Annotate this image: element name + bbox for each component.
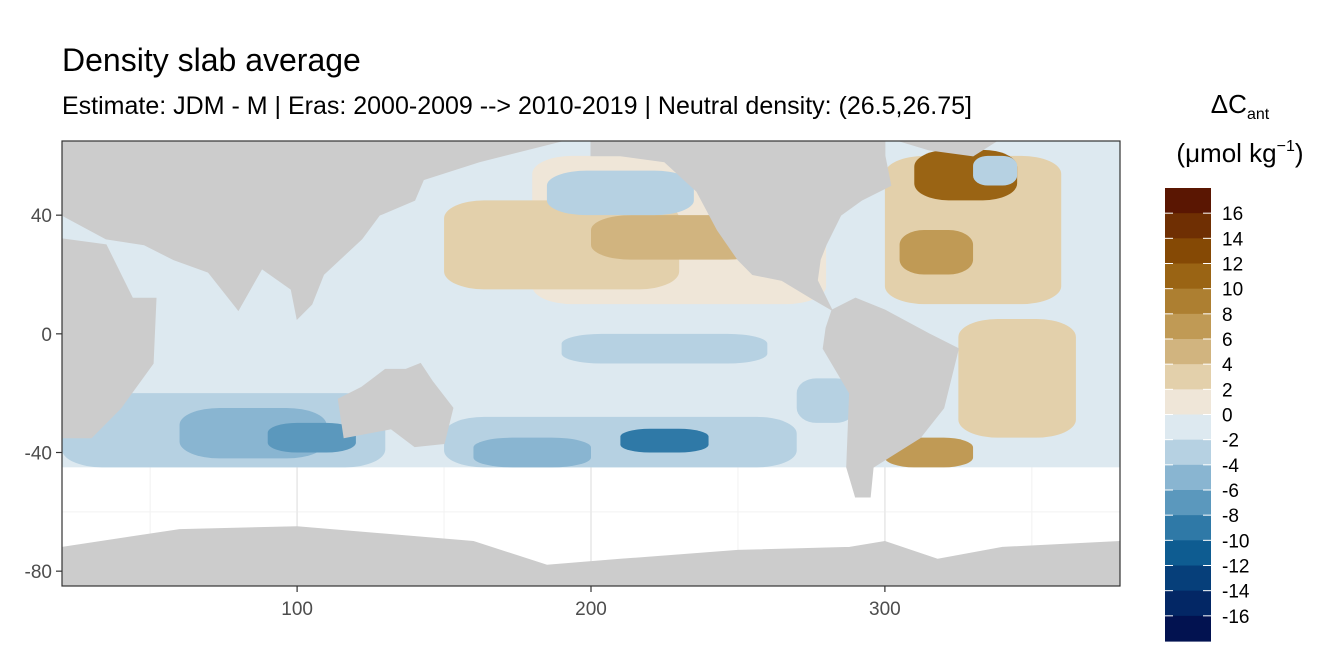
chart-title: Density slab average bbox=[62, 42, 361, 78]
legend-label: -4 bbox=[1222, 456, 1239, 477]
legend-swatch bbox=[1165, 288, 1211, 315]
x-tick-label: 100 bbox=[281, 599, 313, 620]
legend-swatch bbox=[1165, 464, 1211, 491]
chart-subtitle: Estimate: JDM - M | Eras: 2000-2009 --> … bbox=[62, 92, 972, 120]
land-layer bbox=[62, 141, 1120, 586]
legend-label: -8 bbox=[1222, 506, 1239, 527]
legend-swatch bbox=[1165, 238, 1211, 265]
ocean-cell bbox=[958, 319, 1076, 438]
legend-label: -6 bbox=[1222, 481, 1239, 502]
legend-label: 6 bbox=[1222, 330, 1233, 351]
land-antarctica bbox=[62, 526, 1120, 586]
legend-label: -14 bbox=[1222, 582, 1250, 603]
x-tick-label: 300 bbox=[869, 599, 901, 620]
legend-swatch bbox=[1165, 439, 1211, 466]
legend-swatch bbox=[1165, 389, 1211, 416]
legend-label: -12 bbox=[1222, 557, 1249, 578]
legend-swatch bbox=[1165, 490, 1211, 516]
land-south-america bbox=[822, 297, 959, 498]
legend-title-line1: ΔCant bbox=[1211, 89, 1270, 123]
legend-swatch bbox=[1165, 565, 1211, 592]
ocean-cell bbox=[973, 155, 1018, 186]
legend-swatch bbox=[1165, 263, 1211, 290]
ocean-cell bbox=[561, 333, 768, 364]
legend-swatch bbox=[1165, 615, 1211, 642]
land-greenland bbox=[899, 141, 998, 157]
legend-label: -10 bbox=[1222, 531, 1249, 552]
legend-label: 16 bbox=[1222, 204, 1243, 225]
legend-label: -16 bbox=[1222, 607, 1249, 628]
ocean-cell bbox=[473, 437, 591, 468]
legend-swatch bbox=[1165, 339, 1211, 365]
y-tick-label: -40 bbox=[25, 444, 52, 465]
legend-swatch bbox=[1165, 515, 1211, 541]
legend-swatch bbox=[1165, 213, 1211, 239]
legend-swatch bbox=[1165, 313, 1211, 340]
legend-label: 10 bbox=[1222, 280, 1243, 301]
land-north-america bbox=[590, 141, 892, 312]
legend-label: 2 bbox=[1222, 380, 1233, 401]
x-tick-label: 200 bbox=[575, 599, 607, 620]
legend-swatch bbox=[1165, 590, 1211, 617]
legend-label: -2 bbox=[1222, 431, 1239, 452]
legend-label: 12 bbox=[1222, 255, 1243, 276]
legend-label: 14 bbox=[1222, 229, 1244, 250]
land-australia bbox=[337, 362, 454, 448]
ocean-cell bbox=[620, 428, 709, 453]
legend-label: 8 bbox=[1222, 305, 1233, 326]
land-eurasia bbox=[62, 141, 562, 321]
legend-swatch bbox=[1165, 414, 1211, 441]
legend-label: 0 bbox=[1222, 406, 1233, 427]
y-tick-label: -80 bbox=[25, 562, 52, 583]
ocean-cell bbox=[546, 170, 694, 216]
legend-label: 4 bbox=[1222, 355, 1233, 376]
legend-swatch bbox=[1165, 188, 1211, 214]
legend-swatch bbox=[1165, 540, 1211, 567]
legend-swatch bbox=[1165, 364, 1211, 390]
y-tick-label: 0 bbox=[41, 325, 52, 346]
y-tick-label: 40 bbox=[31, 206, 52, 227]
legend-title-line2: (μmol kg−1) bbox=[1176, 138, 1303, 168]
legend: ΔCant (μmol kg−1) 16 14 12 10 8 6 4 2 0 -2 -4 -6 -8 -10… bbox=[1165, 89, 1304, 642]
ocean-cell bbox=[899, 230, 974, 275]
land-india bbox=[202, 250, 263, 311]
ocean-cell bbox=[267, 422, 356, 453]
ocean-cell bbox=[796, 378, 856, 423]
land-africa bbox=[62, 238, 157, 439]
